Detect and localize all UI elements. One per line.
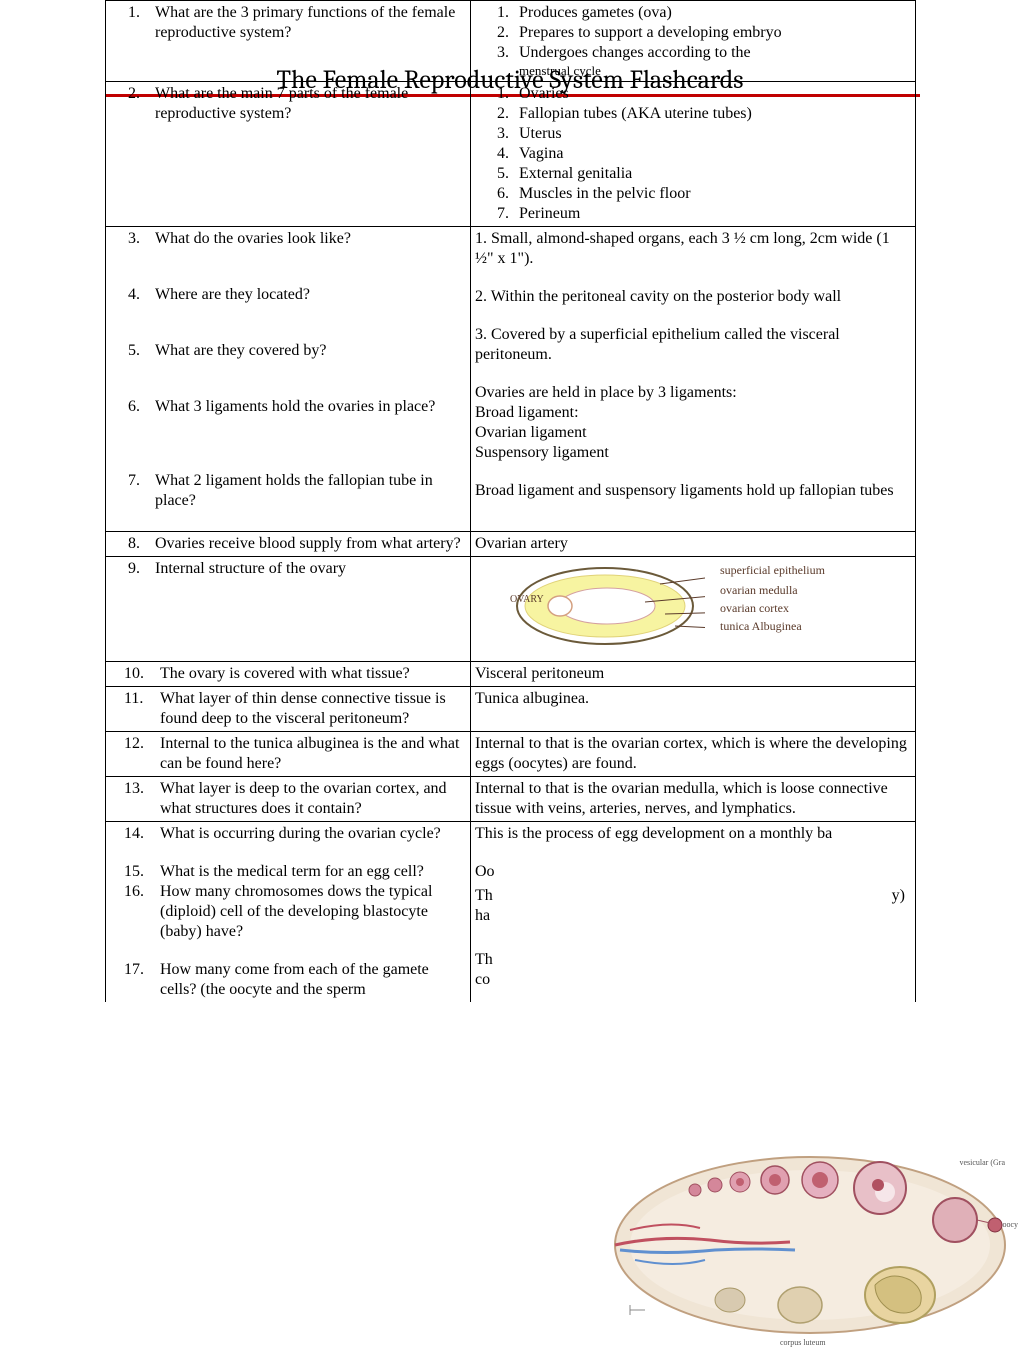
cycle-label: corpus luteum [780,1338,826,1347]
cycle-label: vesicular (Gra [959,1158,1005,1167]
question-cell: 12.Internal to the tunica albuginea is t… [106,732,471,777]
ovary-label: ovarian cortex [720,601,789,616]
answer-cell: 1.Ovaries 2.Fallopian tubes (AKA uterine… [471,82,916,227]
page: The Female Reproductive System Flashcard… [0,0,1020,1320]
cycle-svg [600,1150,1020,1350]
ovary-title-label: OVARY [510,594,544,607]
question-cell: 10.The ovary is covered with what tissue… [106,662,471,687]
question-cell: 9.Internal structure of the ovary [106,557,471,662]
ovary-label: ovarian medulla [720,583,798,598]
answer-cell: Internal to that is the ovarian cortex, … [471,732,916,777]
table-row: 11.What layer of thin dense connective t… [106,687,916,732]
question-cell: 11.What layer of thin dense connective t… [106,687,471,732]
answer-cell: 1. Small, almond-shaped organs, each 3 ½… [471,227,916,532]
table-row: 9.Internal structure of the ovary OVARY [106,557,916,662]
table-row: 3.What do the ovaries look like? 4.Where… [106,227,916,532]
table-row: 10.The ovary is covered with what tissue… [106,662,916,687]
answer-cell: OVARY superficial epithelium ovarian med… [471,557,916,662]
ovary-label: superficial epithelium [720,563,825,578]
ovary-diagram: OVARY superficial epithelium ovarian med… [475,559,875,649]
ovarian-cycle-diagram: vesicular (Gra oocy corpus luteum [600,1150,1020,1350]
table-row: 14.What is occurring during the ovarian … [106,822,916,1003]
cycle-label: oocy [1002,1220,1018,1229]
answer-cell: Ovarian artery [471,532,916,557]
page-title: The Female Reproductive System Flashcard… [0,65,1020,95]
table-row: 13.What layer is deep to the ovarian cor… [106,777,916,822]
question-cell: 13.What layer is deep to the ovarian cor… [106,777,471,822]
question-cell: 8.Ovaries receive blood supply from what… [106,532,471,557]
answer-cell: Tunica albuginea. [471,687,916,732]
q-number: 1. [110,3,155,43]
table-row: 8.Ovaries receive blood supply from what… [106,532,916,557]
question-cell: 2. What are the main 7 parts of the fema… [106,82,471,227]
answer-cell: This is the process of egg development o… [471,822,916,1003]
title-text: The Female Reproductive System Flashcard… [277,65,744,95]
table-row: 2. What are the main 7 parts of the fema… [106,82,916,227]
answer-cell: Visceral peritoneum [471,662,916,687]
q-text: What are the 3 primary functions of the … [155,3,466,43]
flashcard-table: 1. What are the 3 primary functions of t… [105,0,916,1002]
answer-cell: Internal to that is the ovarian medulla,… [471,777,916,822]
table-row: 12.Internal to the tunica albuginea is t… [106,732,916,777]
ovary-label: tunica Albuginea [720,619,802,634]
ovary-svg [505,564,705,649]
question-cell: 3.What do the ovaries look like? 4.Where… [106,227,471,532]
question-cell: 14.What is occurring during the ovarian … [106,822,471,1003]
